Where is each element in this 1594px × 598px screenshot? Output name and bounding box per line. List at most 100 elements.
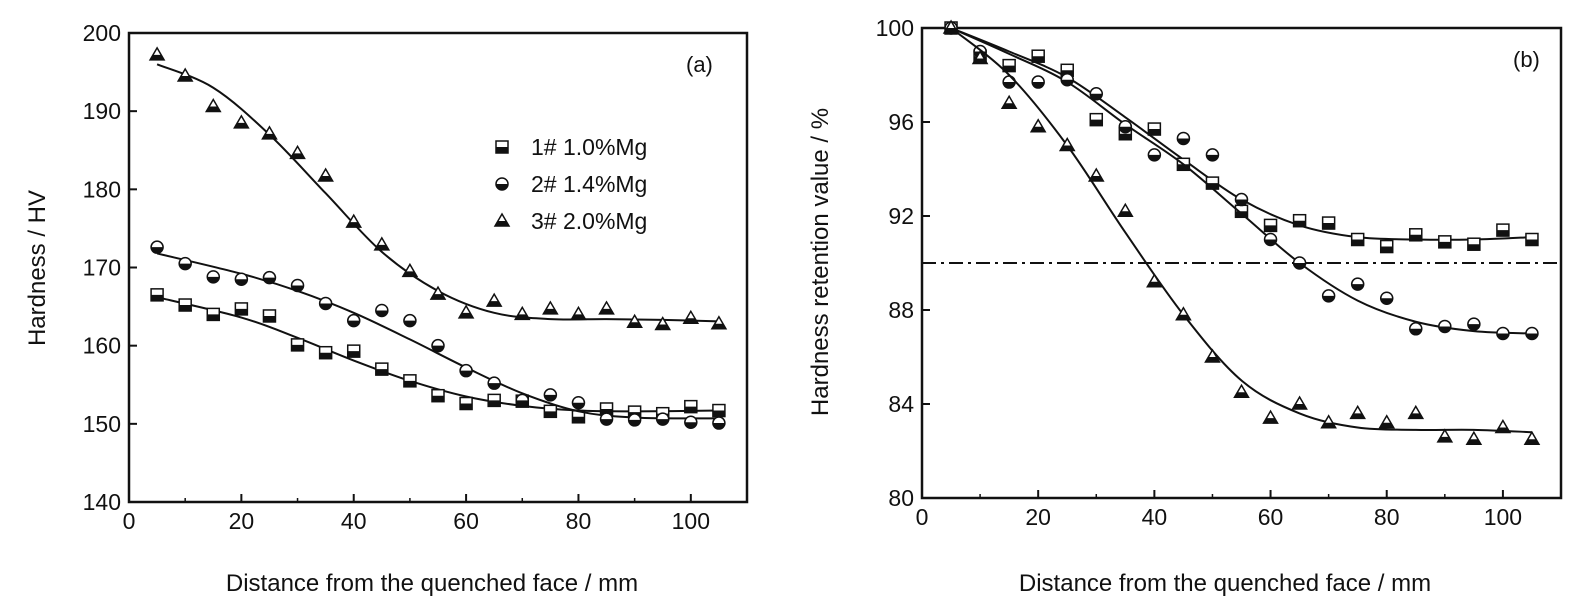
legend-label-3: 3# 2.0%Mg	[531, 208, 647, 234]
data-point-series-3	[542, 300, 559, 315]
data-point-series-1	[150, 288, 164, 302]
data-point-series-1	[262, 309, 277, 323]
data-point-series-3	[1087, 167, 1105, 182]
data-point-series-2	[1205, 148, 1220, 162]
data-point-series-2	[1147, 148, 1162, 162]
data-point-series-2	[375, 303, 389, 318]
data-point-series-1	[1438, 235, 1452, 249]
data-point-series-2	[459, 363, 473, 378]
x-tick-label: 100	[672, 508, 710, 534]
data-point-series-3	[429, 285, 447, 300]
data-point-series-1	[346, 344, 361, 358]
y-tick-label: 200	[83, 20, 121, 46]
data-point-series-2	[1409, 322, 1423, 336]
data-point-series-3	[1175, 306, 1192, 321]
x-tick-label: 0	[123, 508, 136, 534]
data-point-series-3	[1029, 118, 1047, 133]
data-point-series-3	[710, 315, 728, 330]
x-tick-label: 60	[453, 508, 479, 534]
legend-label-2: 2# 1.4%Mg	[531, 171, 647, 197]
data-point-series-2	[1263, 232, 1278, 247]
fit-line-series-3	[950, 27, 1532, 434]
data-point-series-1	[318, 345, 333, 360]
data-point-series-3	[148, 46, 166, 61]
data-point-series-3	[1320, 414, 1337, 429]
legend-marker-1	[495, 140, 509, 154]
data-point-series-3	[942, 19, 960, 34]
data-point-series-1	[459, 396, 473, 411]
data-point-series-3	[457, 304, 475, 319]
data-point-series-2	[1350, 277, 1365, 291]
data-point-series-3	[1349, 404, 1366, 420]
data-point-series-3	[1494, 419, 1512, 434]
data-point-series-3	[485, 292, 503, 307]
panel-b-label: (b)	[1513, 47, 1540, 72]
data-point-series-2	[262, 270, 277, 285]
data-point-series-2	[543, 388, 558, 402]
data-point-series-2	[1496, 326, 1510, 341]
data-point-series-3	[1262, 409, 1279, 424]
data-point-series-1	[543, 404, 558, 419]
y-tick-label: 190	[83, 98, 121, 124]
x-tick-label: 80	[1374, 504, 1400, 530]
legend-label-1: 1# 1.0%Mg	[531, 134, 647, 160]
data-point-series-2	[1525, 326, 1539, 341]
data-point-series-2	[1379, 291, 1394, 305]
data-point-series-3	[1523, 430, 1541, 445]
x-tick-label: 80	[566, 508, 592, 534]
data-point-series-1	[684, 399, 698, 414]
y-tick-label: 84	[888, 391, 914, 417]
data-point-series-2	[1089, 87, 1104, 101]
data-point-series-1	[375, 362, 389, 376]
data-point-series-3	[682, 309, 700, 325]
legend-marker-3	[493, 212, 511, 227]
data-point-series-3	[1204, 348, 1221, 363]
data-point-series-3	[204, 97, 222, 113]
legend-marker-2	[495, 177, 509, 191]
data-point-series-1	[403, 374, 417, 388]
y-tick-label: 100	[876, 15, 914, 41]
y-tick-label: 92	[888, 203, 914, 229]
data-point-series-2	[431, 338, 445, 353]
data-point-series-3	[1436, 428, 1454, 443]
data-point-series-3	[1000, 94, 1018, 109]
data-point-series-2	[684, 415, 698, 430]
data-point-series-1	[1263, 218, 1278, 233]
data-point-series-2	[712, 416, 726, 430]
data-point-series-3	[513, 305, 531, 321]
data-point-series-1	[1525, 232, 1539, 247]
data-point-series-1	[1350, 232, 1365, 247]
data-point-series-2	[1292, 256, 1307, 270]
data-point-series-3	[401, 262, 419, 278]
fit-line-series-3	[156, 63, 719, 323]
data-point-series-2	[655, 412, 670, 426]
data-point-series-1	[1031, 49, 1045, 63]
x-tick-label: 40	[341, 508, 367, 534]
data-point-series-1	[1292, 213, 1307, 228]
y-tick-label: 140	[83, 489, 121, 515]
y-tick-label: 160	[83, 333, 121, 359]
data-point-series-2	[290, 278, 305, 293]
data-point-series-2	[178, 256, 192, 271]
fit-line-series-2	[156, 252, 719, 420]
x-tick-label: 20	[1025, 504, 1051, 530]
data-point-series-2	[1467, 317, 1481, 331]
data-point-series-2	[1176, 131, 1191, 146]
data-point-series-2	[1438, 319, 1452, 334]
y-tick-label: 88	[888, 297, 914, 323]
data-point-series-3	[373, 236, 391, 251]
data-point-series-1	[1467, 237, 1481, 251]
data-point-series-3	[1407, 404, 1425, 420]
data-point-series-1	[290, 338, 305, 352]
data-point-series-3	[626, 313, 643, 328]
panel-b-y-axis-title: Hardness retention value / %	[807, 108, 834, 416]
data-point-series-3	[1465, 430, 1483, 445]
data-point-series-3	[971, 50, 989, 65]
data-point-series-2	[599, 412, 614, 426]
data-point-series-1	[1002, 58, 1016, 73]
data-point-series-1	[178, 298, 192, 312]
data-point-series-1	[234, 302, 249, 316]
panel-a-y-axis-title: Hardness / HV	[24, 190, 51, 346]
data-point-series-2	[1060, 72, 1074, 87]
